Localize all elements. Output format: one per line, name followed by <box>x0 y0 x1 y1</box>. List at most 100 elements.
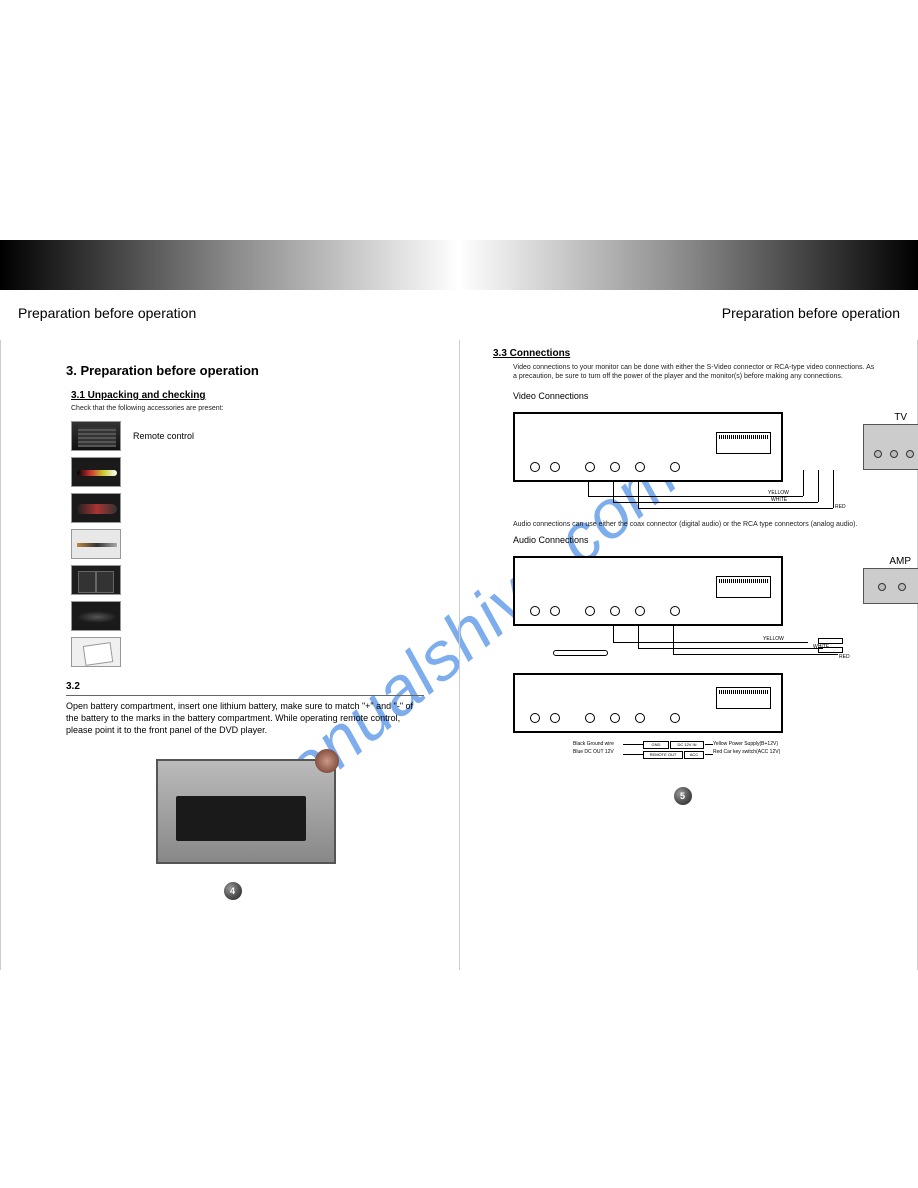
port-coaxial <box>670 462 680 472</box>
port-video <box>585 462 595 472</box>
wire-label-white: WHITE <box>771 497 787 503</box>
accessory-cable-3 <box>71 529 424 559</box>
power-box-remote: REMOTE OUT <box>643 751 683 759</box>
page-number-left: 4 <box>224 882 242 900</box>
port-audio-r-3 <box>635 713 645 723</box>
battery-photo <box>156 759 336 864</box>
accessory-cable-1 <box>71 457 424 487</box>
power-box-acc: ACC <box>684 751 704 759</box>
heading-3-1: 3.1 Unpacking and checking <box>71 390 424 401</box>
section-3-2: 3.2 Open battery compartment, insert one… <box>66 681 424 863</box>
wire-white <box>613 502 818 503</box>
amp-box <box>863 568 918 604</box>
page-number-right: 5 <box>674 787 692 805</box>
wire-tv-3 <box>833 470 834 508</box>
cable4-thumbnail <box>71 601 121 631</box>
gradient-header-bar <box>0 240 918 290</box>
cable3-thumbnail <box>71 529 121 559</box>
gradient-left <box>0 240 459 290</box>
power-box-dc: DC 12V IN <box>670 741 704 749</box>
port-remote <box>530 462 540 472</box>
wire-label-white-2: WHITE <box>813 644 829 650</box>
cable1-thumbnail <box>71 457 121 487</box>
port-audio-r <box>635 462 645 472</box>
wire-label-yellow-2: YELLOW <box>763 636 784 642</box>
port-video-2 <box>585 606 595 616</box>
port-coaxial-2 <box>670 606 680 616</box>
wire-audio-l-v <box>613 482 614 502</box>
power-red-label: Red Car key switch(ACC 12V) <box>713 749 780 757</box>
wire-yellow-2 <box>613 642 808 643</box>
wire-red-2 <box>673 654 838 655</box>
port-earphone-2 <box>550 606 560 616</box>
audio-diagram: AMP YELLOW WHITE RED <box>493 548 877 663</box>
cable2-thumbnail <box>71 493 121 523</box>
pw-wire-2 <box>623 754 643 755</box>
audio-connections-title: Audio Connections <box>513 535 877 545</box>
intro-3-3: Video connections to your monitor can be… <box>513 363 877 381</box>
video-connections-title: Video Connections <box>513 391 877 401</box>
section-3-1: 3.1 Unpacking and checking Check that th… <box>71 390 424 667</box>
power-connector-row-2: REMOTE OUT ACC <box>643 751 704 759</box>
power-black-label: Black Ground wire <box>573 741 614 749</box>
wire-tv-1 <box>803 470 804 496</box>
power-connector-row: GND DC 12V IN <box>643 741 704 749</box>
heading-3-2: 3.2 <box>66 681 424 692</box>
port-audio-r-2 <box>635 606 645 616</box>
port-earphone <box>550 462 560 472</box>
pages-container: 3. Preparation before operation 3.1 Unpa… <box>0 340 918 970</box>
pw-wire-1 <box>623 744 643 745</box>
power-yellow-label: Yellow Power Supply(B+12V) <box>713 741 780 749</box>
accessory-card <box>71 637 424 667</box>
wire-label-red-2: RED <box>839 654 850 660</box>
gradient-right <box>459 240 918 290</box>
video-diagram: TV YELLOW WHITE <box>493 404 877 514</box>
port-coaxial-3 <box>670 713 680 723</box>
remote-thumbnail <box>71 421 121 451</box>
cassette-slot-3 <box>716 687 771 709</box>
wire-white-2 <box>638 648 823 649</box>
amp-jack-1 <box>878 583 886 591</box>
wire-coax-v <box>673 626 674 654</box>
remote-label: Remote control <box>133 430 194 442</box>
heading-3-3: 3.3 Connections <box>493 348 877 359</box>
port-audio-l <box>610 462 620 472</box>
accessory-cable-4 <box>71 601 424 631</box>
power-diagram: Black Ground wire Blue DC OUT 12V GND DC… <box>493 669 877 769</box>
body-3-2: Open battery compartment, insert one lit… <box>66 700 424 736</box>
wire-red <box>638 508 833 509</box>
power-box-gnd: GND <box>643 741 669 749</box>
pw-wire-4 <box>705 754 713 755</box>
wire-audio-r-v <box>638 482 639 508</box>
card-thumbnail <box>71 637 121 667</box>
coax-plug-icon <box>553 650 608 656</box>
cassette-slot-2 <box>716 576 771 598</box>
section-3-3: 3.3 Connections Video connections to you… <box>493 348 877 769</box>
tv-jack-2 <box>890 450 898 458</box>
accessory-list: Remote control <box>71 421 424 667</box>
amp-jack-2 <box>898 583 906 591</box>
subtext-3-1: Check that the following accessories are… <box>71 404 424 413</box>
wire-ar-v <box>638 626 639 648</box>
wire-video-v <box>588 482 589 496</box>
main-heading: 3. Preparation before operation <box>66 363 424 378</box>
port-remote-2 <box>530 606 540 616</box>
accessory-cable-2 <box>71 493 424 523</box>
dvd-unit-box-audio <box>513 556 783 626</box>
port-audio-l-2 <box>610 606 620 616</box>
port-earphone-3 <box>550 713 560 723</box>
wire-label-yellow: YELLOW <box>768 490 789 496</box>
right-page: 3.3 Connections Video connections to you… <box>459 340 918 970</box>
rule-line-3-2 <box>66 695 424 696</box>
pw-wire-3 <box>705 744 713 745</box>
wire-label-red: RED <box>835 504 846 510</box>
port-remote-3 <box>530 713 540 723</box>
dvd-unit-box-video <box>513 412 783 482</box>
power-left-labels: Black Ground wire Blue DC OUT 12V <box>573 741 614 756</box>
wire-al-v <box>613 626 614 642</box>
header-left-title: Preparation before operation <box>18 305 196 321</box>
accessory-remote: Remote control <box>71 421 424 451</box>
port-audio-l-3 <box>610 713 620 723</box>
tv-box <box>863 424 918 470</box>
tv-jack-3 <box>906 450 914 458</box>
